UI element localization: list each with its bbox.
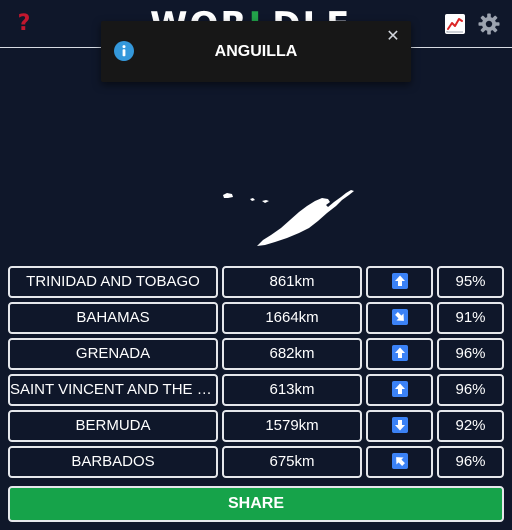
guess-direction [366, 410, 433, 442]
info-icon [114, 41, 134, 61]
arrow-up-icon [391, 380, 408, 397]
guess-country-name: BAHAMAS [8, 302, 218, 334]
help-icon[interactable]: ? [17, 11, 31, 36]
guess-distance: 1579km [222, 410, 362, 442]
guess-country-name: BARBADOS [8, 446, 218, 478]
guess-distance: 1664km [222, 302, 362, 334]
guess-row: SAINT VINCENT AND THE GRENADINES 613km 9… [8, 374, 504, 406]
guess-proximity: 95% [437, 266, 504, 298]
guess-direction [366, 374, 433, 406]
guess-direction [366, 266, 433, 298]
guess-proximity: 91% [437, 302, 504, 334]
guess-distance: 613km [222, 374, 362, 406]
guess-proximity: 92% [437, 410, 504, 442]
gear-icon[interactable] [477, 12, 501, 36]
arrow-up-icon [391, 272, 408, 289]
arrow-down-right-icon [391, 308, 408, 325]
share-button[interactable]: SHARE [8, 486, 504, 522]
arrow-up-icon [391, 344, 408, 361]
guess-direction [366, 446, 433, 478]
guess-row: TRINIDAD AND TOBAGO 861km 95% [8, 266, 504, 298]
guess-country-name: GRENADA [8, 338, 218, 370]
guess-proximity: 96% [437, 338, 504, 370]
answer-toast: ANGUILLA ✕ [101, 21, 411, 82]
guess-row: BERMUDA 1579km 92% [8, 410, 504, 442]
answer-text: ANGUILLA [214, 43, 298, 60]
guess-distance: 861km [222, 266, 362, 298]
guess-country-name: BERMUDA [8, 410, 218, 442]
guess-direction [366, 302, 433, 334]
arrow-up-left-icon [391, 452, 408, 469]
guess-country-name: TRINIDAD AND TOBAGO [8, 266, 218, 298]
country-silhouette [215, 180, 360, 250]
guess-direction [366, 338, 433, 370]
guess-row: GRENADA 682km 96% [8, 338, 504, 370]
guess-distance: 682km [222, 338, 362, 370]
guess-row: BARBADOS 675km 96% [8, 446, 504, 478]
close-icon[interactable]: ✕ [386, 26, 400, 45]
guess-proximity: 96% [437, 374, 504, 406]
arrow-down-icon [391, 416, 408, 433]
guess-proximity: 96% [437, 446, 504, 478]
guess-row: BAHAMAS 1664km 91% [8, 302, 504, 334]
guess-country-name: SAINT VINCENT AND THE GRENADINES [8, 374, 218, 406]
guess-distance: 675km [222, 446, 362, 478]
stats-chart-icon[interactable] [444, 13, 466, 35]
